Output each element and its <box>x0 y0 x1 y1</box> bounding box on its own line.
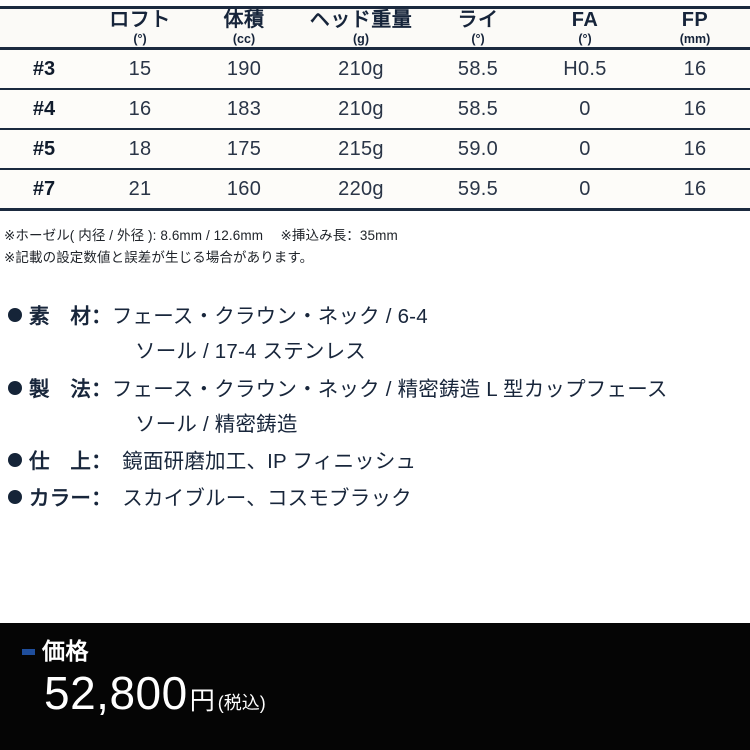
cell-club: #3 <box>32 57 56 80</box>
cell-club: #4 <box>32 97 56 120</box>
cell-lie: 58.5 <box>457 57 499 80</box>
price-amount: 52,800 <box>44 667 188 719</box>
table-bottom-rule <box>0 208 750 212</box>
table-row: #7 21 160 220g 59.5 0 16 <box>0 170 750 209</box>
cell-loft: 16 <box>128 97 152 120</box>
cell-head-weight: 215g <box>338 137 384 160</box>
table-header-rule <box>0 47 750 51</box>
specification-list: 素 材：フェース・クラウン・ネック / 6-4 ソール / 17-4 ステンレス… <box>8 299 750 517</box>
column-header-fa-unit: (°) <box>578 32 592 47</box>
spec-material-label: 素 材： <box>29 305 112 329</box>
spec-color-line1: カラー： スカイブルー、コスモブラック <box>29 481 750 516</box>
cell-head-weight: 210g <box>338 97 384 120</box>
spec-item-material-body: 素 材：フェース・クラウン・ネック / 6-4 ソール / 17-4 ステンレス <box>29 299 750 370</box>
price-tax-note: (税込) <box>217 693 266 713</box>
cell-fp: 16 <box>683 57 707 80</box>
column-header-club <box>0 9 88 47</box>
cell-fa: 0 <box>579 137 591 160</box>
column-header-head-weight: ヘッド重量 (g) <box>296 9 426 47</box>
bullet-dot-icon <box>8 453 22 468</box>
column-header-volume-label: 体積 <box>223 9 265 31</box>
price-marker-icon <box>22 648 35 655</box>
spec-finish-line1: 仕 上： 鏡面研磨加工、IP フィニッシュ <box>29 444 750 479</box>
column-header-fa: FA (°) <box>530 9 640 47</box>
cell-loft: 21 <box>128 177 152 200</box>
column-header-fp-label: FP <box>681 9 709 31</box>
cell-volume: 183 <box>226 97 262 120</box>
spec-item-finish-body: 仕 上： 鏡面研磨加工、IP フィニッシュ <box>29 444 750 479</box>
spec-construction-label: 製 法： <box>29 377 112 401</box>
column-header-head-weight-label: ヘッド重量 <box>309 9 413 31</box>
price-banner: 価格 52,800 円 (税込) <box>0 623 750 750</box>
footnote-hosel: ※ホーゼル( 内径 / 外径 ): 8.6mm / 12.6mm ※挿込み長：3… <box>4 228 398 244</box>
spec-item-construction-body: 製 法：フェース・クラウン・ネック / 精密鋳造 L 型カップフェース ソール … <box>29 372 750 443</box>
cell-fp: 16 <box>683 97 707 120</box>
price-amount-row: 52,800 円 (税込) <box>44 667 750 719</box>
cell-fp: 16 <box>683 137 707 160</box>
row-separator <box>0 168 750 171</box>
spec-table-section: ロフト (°) 体積 (cc) ヘッド重量 (g) ライ (°) FA (° <box>0 0 750 212</box>
column-header-lie: ライ (°) <box>426 9 530 47</box>
cell-head-weight: 210g <box>338 57 384 80</box>
cell-lie: 59.0 <box>457 137 499 160</box>
spec-color-value: スカイブルー、コスモブラック <box>101 487 412 511</box>
bullet-dot-icon <box>8 490 22 505</box>
column-header-loft-label: ロフト <box>109 9 171 31</box>
table-top-rule <box>0 6 750 9</box>
spec-item-color: カラー： スカイブルー、コスモブラック <box>8 481 750 516</box>
column-header-lie-unit: (°) <box>471 32 485 47</box>
cell-volume: 160 <box>226 177 262 200</box>
column-header-volume: 体積 (cc) <box>192 9 296 47</box>
specification-table-body: #3 15 190 210g 58.5 H0.5 16 #4 16 183 21… <box>0 50 750 209</box>
column-header-loft: ロフト (°) <box>88 9 192 47</box>
cell-loft: 15 <box>128 57 152 80</box>
spec-item-color-body: カラー： スカイブルー、コスモブラック <box>29 481 750 516</box>
cell-lie: 59.5 <box>457 177 499 200</box>
specification-table: ロフト (°) 体積 (cc) ヘッド重量 (g) ライ (°) FA (° <box>0 9 750 48</box>
footnotes: ※ホーゼル( 内径 / 外径 ): 8.6mm / 12.6mm ※挿込み長：3… <box>4 225 750 269</box>
column-header-fa-label: FA <box>571 9 599 31</box>
bullet-dot-icon <box>8 380 22 395</box>
table-header-row: ロフト (°) 体積 (cc) ヘッド重量 (g) ライ (°) FA (° <box>0 9 750 48</box>
spec-material-line2: ソール / 17-4 ステンレス <box>135 340 367 364</box>
spec-item-finish: 仕 上： 鏡面研磨加工、IP フィニッシュ <box>8 444 750 479</box>
spec-construction-line2: ソール / 精密鋳造 <box>135 412 298 436</box>
spec-material-value: フェース・クラウン・ネック / 6-4 <box>111 305 428 329</box>
price-label: 価格 <box>42 638 89 664</box>
spec-item-construction: 製 法：フェース・クラウン・ネック / 精密鋳造 L 型カップフェース ソール … <box>8 372 750 443</box>
table-row: #3 15 190 210g 58.5 H0.5 16 <box>0 50 750 89</box>
column-header-fp: FP (mm) <box>640 9 750 47</box>
spec-construction-value: フェース・クラウン・ネック / 精密鋳造 L 型カップフェース <box>111 377 668 401</box>
spec-construction-line1: 製 法：フェース・クラウン・ネック / 精密鋳造 L 型カップフェース <box>29 372 750 407</box>
cell-volume: 175 <box>226 137 262 160</box>
column-header-fp-unit: (mm) <box>679 32 711 47</box>
spec-item-material: 素 材：フェース・クラウン・ネック / 6-4 ソール / 17-4 ステンレス <box>8 299 750 370</box>
cell-fa: H0.5 <box>563 57 607 80</box>
price-currency: 円 <box>189 687 215 715</box>
spec-finish-label: 仕 上： <box>29 450 102 474</box>
bullet-dot-icon <box>8 308 22 323</box>
column-header-volume-unit: (cc) <box>232 32 256 47</box>
spec-material-line1: 素 材：フェース・クラウン・ネック / 6-4 <box>29 299 750 334</box>
column-header-loft-unit: (°) <box>133 32 147 47</box>
cell-club: #7 <box>32 177 56 200</box>
cell-volume: 190 <box>226 57 262 80</box>
spec-color-label: カラー： <box>29 487 102 511</box>
price-label-row: 価格 <box>22 640 750 663</box>
spec-finish-value: 鏡面研磨加工、IP フィニッシュ <box>101 450 417 474</box>
cell-fa: 0 <box>579 97 591 120</box>
column-header-head-weight-unit: (g) <box>353 32 369 47</box>
cell-fp: 16 <box>683 177 707 200</box>
table-row: #5 18 175 215g 59.0 0 16 <box>0 130 750 169</box>
cell-club: #5 <box>32 137 56 160</box>
row-separator <box>0 88 750 91</box>
table-row: #4 16 183 210g 58.5 0 16 <box>0 90 750 129</box>
cell-fa: 0 <box>579 177 591 200</box>
cell-head-weight: 220g <box>338 177 384 200</box>
cell-loft: 18 <box>128 137 152 160</box>
footnote-tolerance: ※記載の設定数値と誤差が生じる場合があります。 <box>4 250 314 266</box>
cell-lie: 58.5 <box>457 97 499 120</box>
row-separator <box>0 128 750 131</box>
column-header-lie-label: ライ <box>457 9 499 31</box>
